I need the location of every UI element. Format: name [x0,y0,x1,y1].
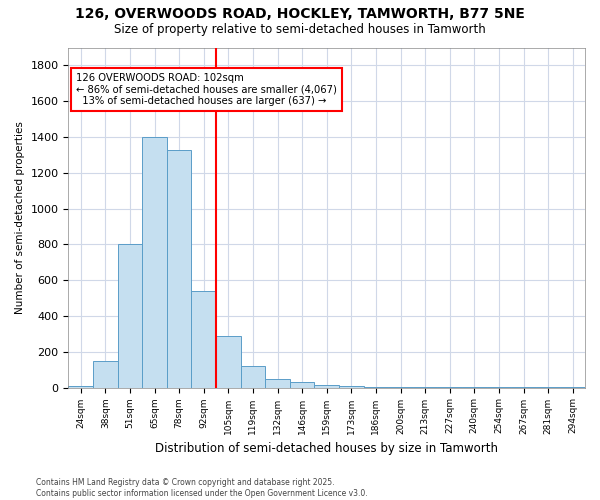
Bar [93,360,118,388]
Text: Contains HM Land Registry data © Crown copyright and database right 2025.
Contai: Contains HM Land Registry data © Crown c… [36,478,368,498]
Text: 126, OVERWOODS ROAD, HOCKLEY, TAMWORTH, B77 5NE: 126, OVERWOODS ROAD, HOCKLEY, TAMWORTH, … [75,8,525,22]
Bar [191,291,216,388]
Bar [167,150,191,388]
Bar [216,336,241,388]
Bar [118,244,142,388]
Bar [142,137,167,388]
Bar [290,382,314,388]
Bar [314,385,339,388]
Bar [339,386,364,388]
Text: Size of property relative to semi-detached houses in Tamworth: Size of property relative to semi-detach… [114,22,486,36]
Bar [68,386,93,388]
Y-axis label: Number of semi-detached properties: Number of semi-detached properties [15,121,25,314]
Text: 126 OVERWOODS ROAD: 102sqm
← 86% of semi-detached houses are smaller (4,067)
  1: 126 OVERWOODS ROAD: 102sqm ← 86% of semi… [76,72,337,106]
Bar [265,378,290,388]
X-axis label: Distribution of semi-detached houses by size in Tamworth: Distribution of semi-detached houses by … [155,442,498,455]
Bar [560,386,585,388]
Bar [241,366,265,388]
